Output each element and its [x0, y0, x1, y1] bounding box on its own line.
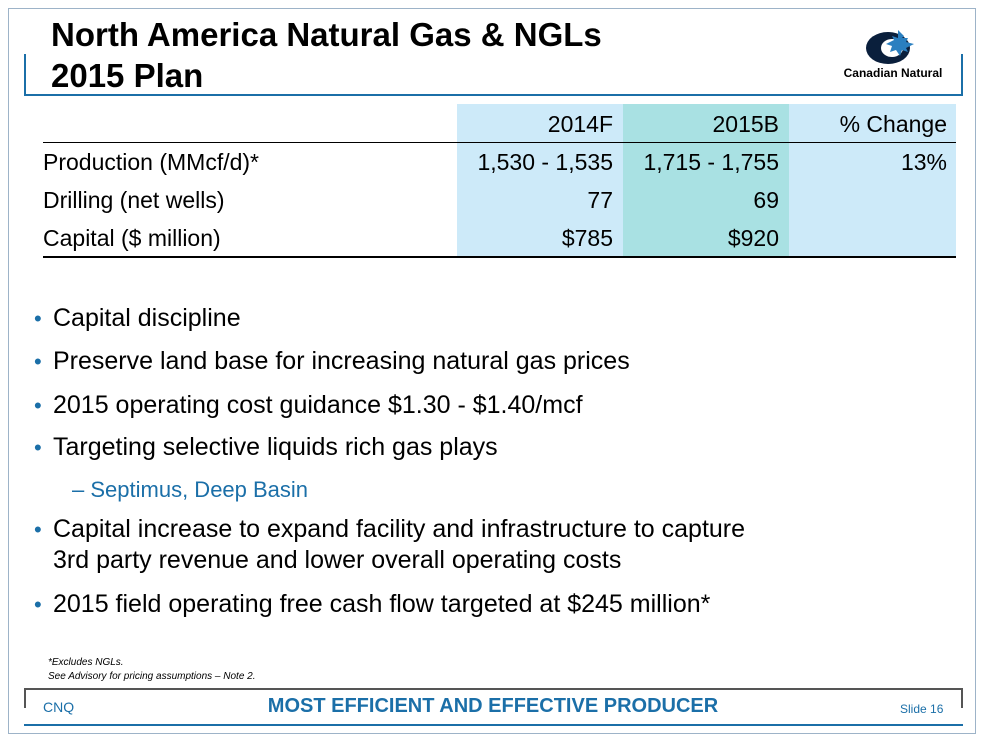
title-line-1: North America Natural Gas & NGLs — [51, 16, 602, 53]
column-2014-background — [457, 104, 623, 256]
cell-capital-2015: $920 — [727, 225, 779, 251]
cell-production-2015: 1,715 - 1,755 — [643, 149, 779, 175]
bullet-dot: • — [34, 393, 42, 418]
footer-bracket — [24, 688, 963, 708]
header-2014f: 2014F — [547, 111, 613, 137]
bullet-dot: • — [34, 435, 42, 460]
plan-table: 2014F 2015B % Change Production (MMcf/d)… — [43, 104, 956, 258]
bullet-dot: • — [34, 306, 42, 331]
table-bottom-border — [43, 256, 956, 258]
logo-text: Canadian Natural — [843, 66, 943, 80]
footnote-advisory: See Advisory for pricing assumptions – N… — [48, 671, 256, 682]
bullet-text: 2015 field operating free cash flow targ… — [53, 590, 711, 618]
header-divider — [43, 142, 956, 143]
footer-line — [24, 724, 963, 726]
row-label-production: Production (MMcf/d)* — [43, 149, 260, 175]
cell-drilling-2014: 77 — [587, 187, 613, 213]
column-change-background — [789, 104, 956, 256]
cell-drilling-2015: 69 — [753, 187, 779, 213]
column-2015-background — [623, 104, 789, 256]
header-percent-change: % Change — [839, 111, 947, 137]
cell-production-change: 13% — [900, 149, 947, 175]
bullet-text: 2015 operating cost guidance $1.30 - $1.… — [53, 391, 583, 419]
row-label-capital: Capital ($ million) — [43, 225, 221, 251]
footnote-excludes-ngls: *Excludes NGLs. — [48, 657, 124, 668]
slide-border — [8, 8, 976, 734]
company-logo: Canadian Natural — [834, 26, 952, 84]
footer-tagline: MOST EFFICIENT AND EFFECTIVE PRODUCER — [267, 695, 719, 717]
bullet-dot: • — [34, 349, 42, 374]
title-line-2: 2015 Plan — [51, 57, 204, 94]
bullet-text: 3rd party revenue and lower overall oper… — [53, 546, 622, 574]
slide-title: North America Natural Gas & NGLs 2015 Pl… — [51, 14, 602, 96]
bullet-text: Targeting selective liquids rich gas pla… — [53, 433, 498, 461]
bullet-dot: • — [34, 517, 42, 542]
cell-capital-2014: $785 — [561, 225, 613, 251]
sub-bullet-item: – Septimus, Deep Basin — [72, 476, 308, 504]
title-bracket — [24, 18, 963, 96]
cell-production-2014: 1,530 - 1,535 — [477, 149, 613, 175]
header-2015b: 2015B — [712, 111, 779, 137]
sub-bullet-text: Septimus, Deep Basin — [90, 477, 309, 502]
slide-number: Slide 16 — [900, 702, 944, 716]
bullet-text: Capital discipline — [53, 304, 241, 332]
bullet-dot: • — [34, 592, 42, 617]
sub-bullet-dash: – — [72, 477, 85, 502]
footer-ticker: CNQ — [43, 699, 75, 715]
bullet-text: Capital increase to expand facility and … — [53, 515, 746, 543]
bullet-text: Preserve land base for increasing natura… — [53, 347, 630, 375]
canadian-natural-logo-icon — [866, 30, 914, 64]
row-label-drilling: Drilling (net wells) — [43, 187, 225, 213]
